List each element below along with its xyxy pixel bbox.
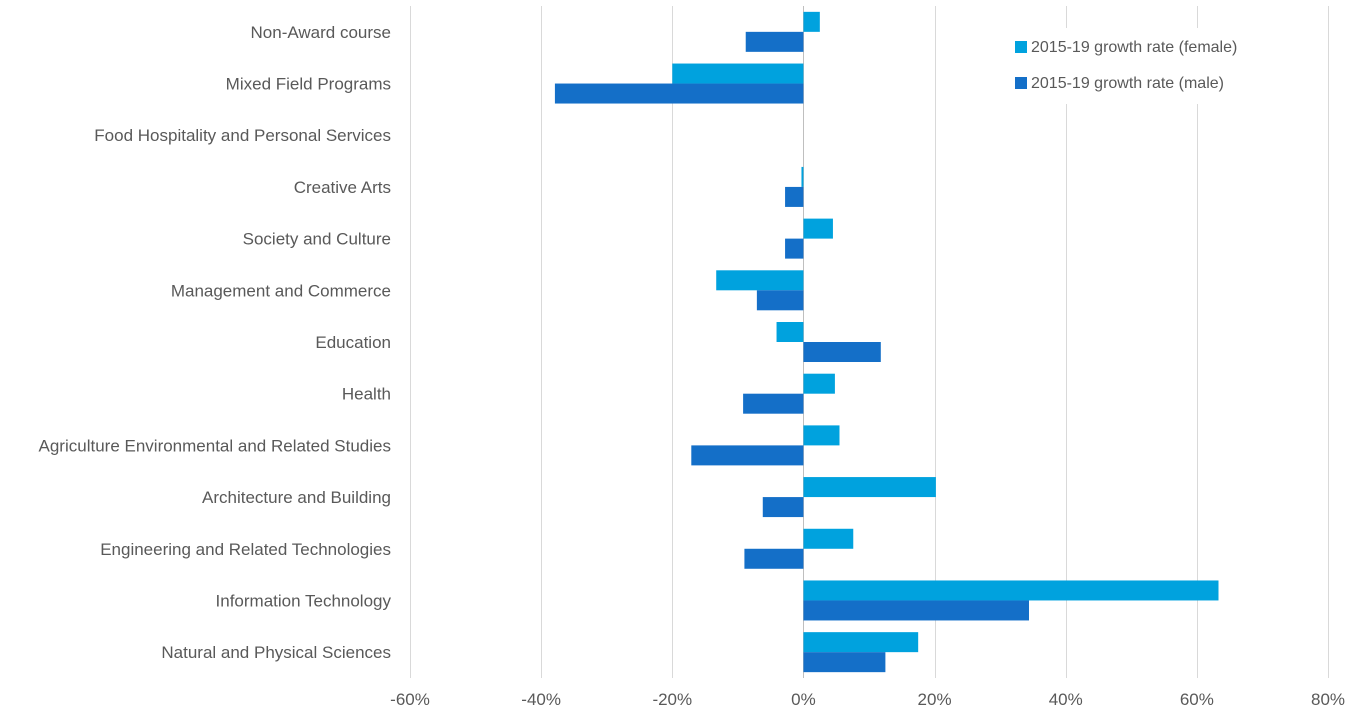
x-tick-label: -20% [652,690,692,709]
x-tick-label: 60% [1180,690,1214,709]
category-label: Society and Culture [243,230,391,249]
bar-male-6 [803,342,881,362]
bar-female-12 [803,632,919,653]
bar-male-1 [554,83,804,104]
legend-background [985,28,1298,104]
bar-male-8 [691,445,804,466]
x-tick-label: 0% [791,690,816,709]
x-tick-label: 80% [1311,690,1345,709]
category-label: Mixed Field Programs [226,75,391,94]
category-label: Non-Award course [251,23,391,42]
x-axis-tick-labels: -60% -40% -20% 0% 20% 40% 60% 80% [390,690,1345,709]
bar-female-8 [803,425,840,446]
bar-female-0 [803,11,820,32]
category-label: Natural and Physical Sciences [161,643,391,662]
category-label: Agriculture Environmental and Related St… [39,436,391,455]
category-label: Food Hospitality and Personal Services [94,126,391,145]
bars [554,11,1219,673]
legend-swatch-female [1015,41,1027,53]
bar-male-0 [745,31,804,52]
x-tick-label: -60% [390,690,430,709]
category-label: Creative Arts [294,178,391,197]
bar-male-10 [744,548,804,569]
bar-male-4 [785,238,804,259]
grid-lines [410,6,1329,678]
bar-male-12 [803,652,886,673]
bar-male-3 [785,186,804,207]
legend-entry-male: 2015-19 growth rate (male) [1031,75,1224,92]
x-tick-label: -40% [521,690,561,709]
category-label: Engineering and Related Technologies [100,540,391,559]
category-label: Architecture and Building [202,488,391,507]
category-label: Information Technology [216,591,392,610]
x-tick-label: 20% [918,690,952,709]
category-label: Management and Commerce [171,281,391,300]
bar-female-1 [672,63,804,84]
bar-female-9 [803,477,936,498]
bar-female-5 [716,270,804,291]
legend-swatch-male [1015,77,1027,89]
bar-male-5 [756,290,804,311]
bar-male-7 [743,393,804,414]
bar-male-9 [762,497,804,518]
legend: 2015-19 growth rate (female) 2015-19 grow… [985,28,1298,104]
bar-female-11 [803,580,1219,601]
bar-female-10 [803,528,854,549]
bar-female-7 [803,373,835,394]
bar-male-11 [803,600,1029,621]
bar-female-3 [801,166,804,187]
bar-female-4 [803,218,833,239]
bar-female-6 [776,322,804,342]
category-label: Health [342,385,391,404]
category-label: Education [315,333,391,352]
legend-entry-female: 2015-19 growth rate (female) [1031,39,1237,56]
x-tick-label: 40% [1049,690,1083,709]
category-labels: Non-Award course Mixed Field Programs Food… [39,23,392,662]
